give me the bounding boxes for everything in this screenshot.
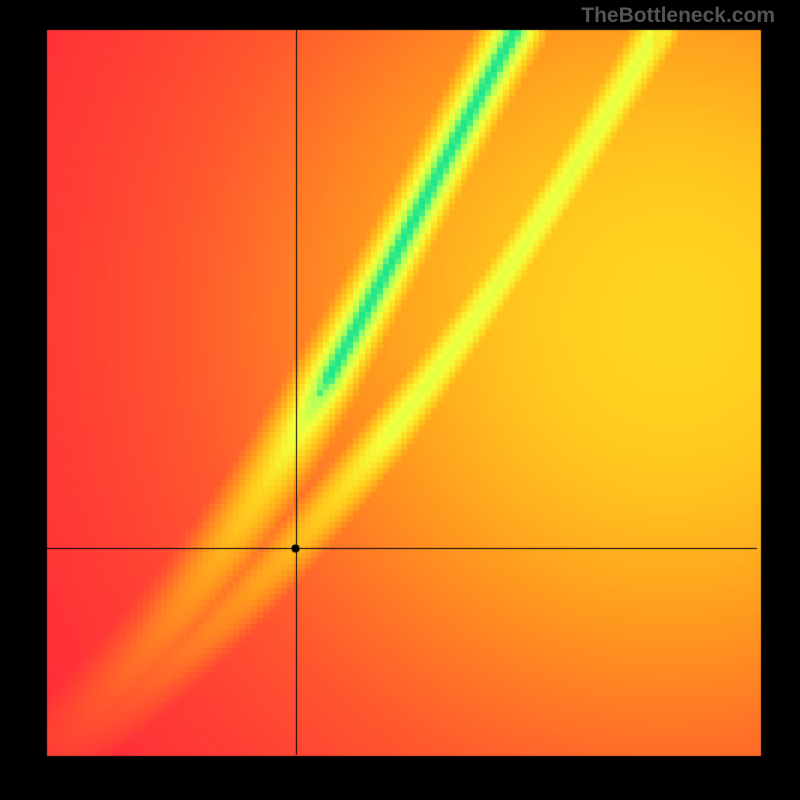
bottleneck-heatmap (0, 0, 800, 800)
watermark-text: TheBottleneck.com (581, 4, 775, 28)
chart-stage: TheBottleneck.com (0, 0, 800, 800)
